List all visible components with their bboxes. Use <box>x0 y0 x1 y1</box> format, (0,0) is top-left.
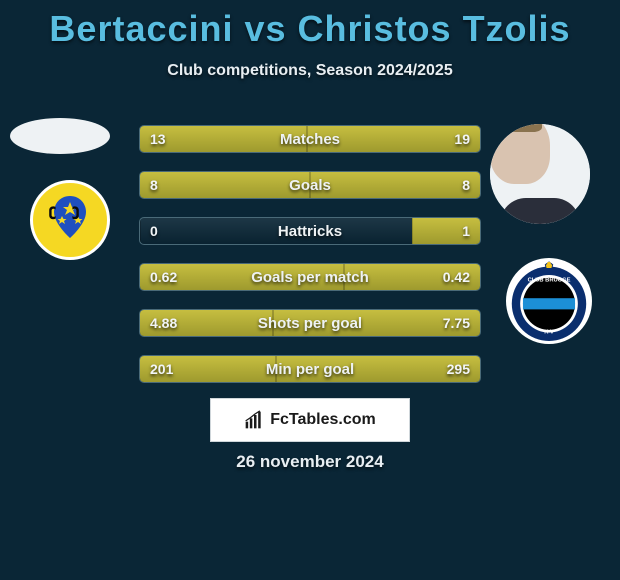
stvv-badge-icon <box>40 190 100 250</box>
date-text: 26 november 2024 <box>0 452 620 472</box>
stat-bar-left <box>140 264 344 290</box>
stat-bar-left <box>140 218 141 244</box>
brand-badge[interactable]: FcTables.com <box>210 398 410 442</box>
stat-row: Matches1319 <box>139 125 481 153</box>
svg-text:CLUB BRUGGE: CLUB BRUGGE <box>528 277 571 283</box>
stat-row: Min per goal201295 <box>139 355 481 383</box>
brand-text: FcTables.com <box>270 411 376 429</box>
stat-row: Goals per match0.620.42 <box>139 263 481 291</box>
brand-logo-icon <box>244 410 264 430</box>
subtitle: Club competitions, Season 2024/2025 <box>0 62 620 80</box>
club-right-badge: CLUB BRUGGE K V <box>506 258 592 344</box>
stat-bar-right <box>344 264 480 290</box>
stats-container: Matches1319 Goals88 Hattricks01 Goals per m… <box>139 125 481 401</box>
stat-bar-right <box>412 218 480 244</box>
stat-bar-right <box>273 310 480 336</box>
stat-row: Goals88 <box>139 171 481 199</box>
stat-bar-left <box>140 126 307 152</box>
stat-row: Hattricks01 <box>139 217 481 245</box>
stat-bar-right <box>310 172 480 198</box>
stat-value-left: 0 <box>150 218 158 244</box>
player-left-avatar <box>10 118 110 154</box>
club-brugge-badge-icon: CLUB BRUGGE K V <box>509 258 589 344</box>
stat-bar-left <box>140 310 273 336</box>
stat-bar-right <box>307 126 480 152</box>
club-left-badge <box>30 180 110 260</box>
stat-bar-left <box>140 356 276 382</box>
stat-bar-right <box>276 356 480 382</box>
svg-text:K V: K V <box>544 330 554 336</box>
stat-bar-left <box>140 172 310 198</box>
page-title: Bertaccini vs Christos Tzolis <box>0 0 620 50</box>
player-right-avatar <box>490 124 590 224</box>
stat-row: Shots per goal4.887.75 <box>139 309 481 337</box>
